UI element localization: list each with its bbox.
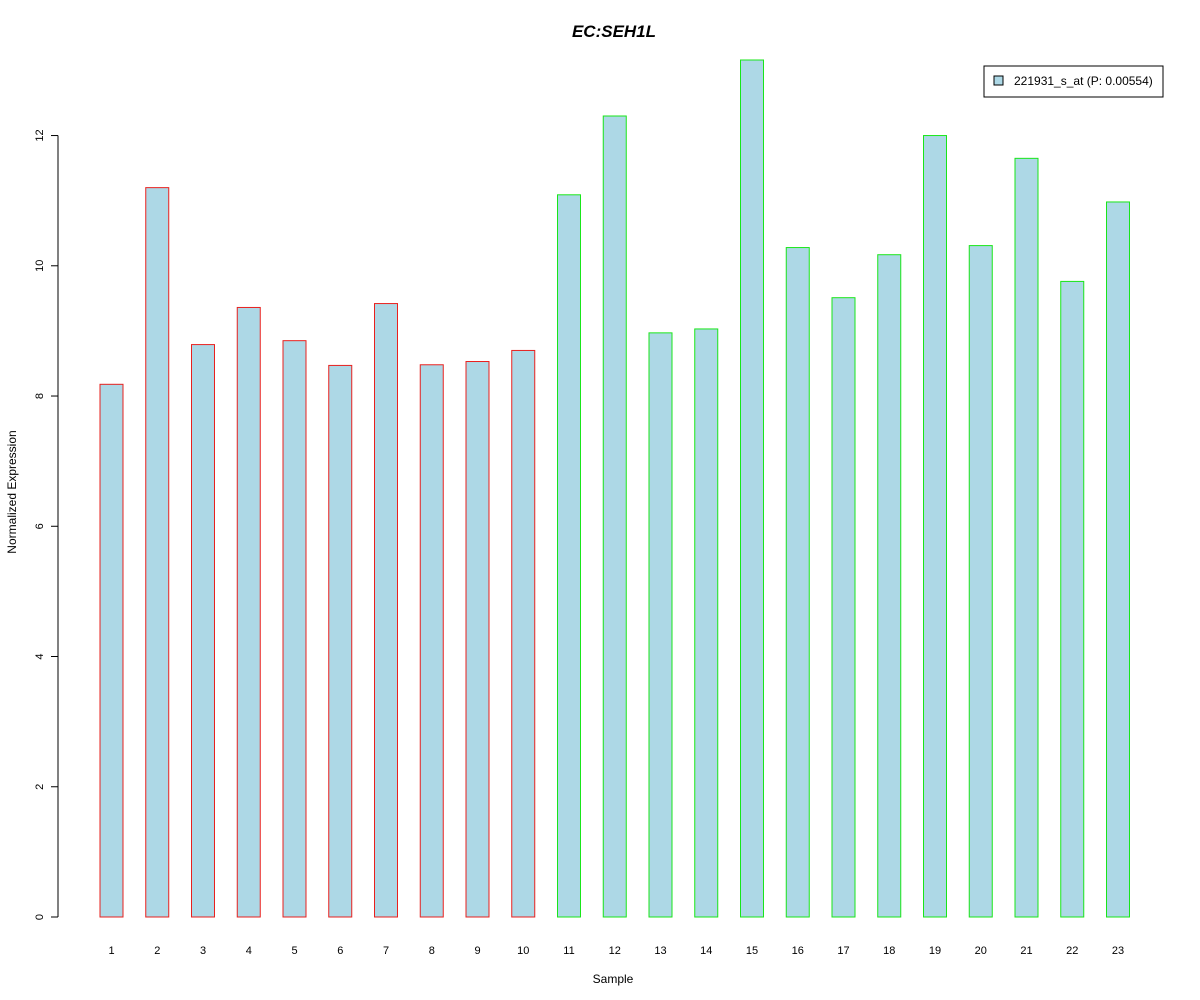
x-tick-label: 22 — [1066, 945, 1078, 957]
x-tick-label: 6 — [337, 945, 343, 957]
legend-label: 221931_s_at (P: 0.00554) — [1014, 74, 1153, 88]
x-tick-label: 18 — [883, 945, 895, 957]
x-tick-label: 19 — [929, 945, 941, 957]
x-tick-label: 11 — [563, 945, 574, 957]
bar-sample-5 — [282, 340, 307, 918]
x-tick-label: 7 — [383, 945, 389, 957]
bar-sample-1 — [99, 383, 124, 918]
x-tick-label: 9 — [474, 945, 480, 957]
bar-sample-12 — [602, 115, 627, 918]
x-tick-label: 12 — [609, 945, 621, 957]
bar-sample-9 — [465, 361, 490, 918]
x-tick-label: 21 — [1020, 945, 1032, 957]
y-tick-label: 4 — [34, 653, 46, 659]
x-tick-label: 20 — [975, 945, 987, 957]
x-tick-label: 16 — [792, 945, 804, 957]
y-tick-label: 0 — [34, 914, 46, 920]
bar-sample-23 — [1106, 201, 1130, 918]
x-tick-label: 1 — [108, 945, 114, 957]
y-tick-label: 2 — [34, 784, 46, 790]
y-tick-label: 10 — [34, 260, 46, 272]
chart-title: EC:SEH1L — [572, 22, 656, 41]
bar-sample-15 — [740, 59, 764, 918]
bar-sample-3 — [191, 344, 215, 918]
x-axis-label: Sample — [593, 972, 634, 986]
bar-sample-16 — [785, 247, 810, 918]
x-tick-label: 10 — [517, 945, 529, 957]
bar-sample-2 — [145, 187, 170, 918]
x-tick-label: 5 — [291, 945, 297, 957]
bar-sample-14 — [694, 328, 719, 918]
bar-sample-6 — [328, 364, 353, 918]
bar-sample-4 — [236, 306, 261, 918]
bar-sample-10 — [511, 349, 536, 918]
y-tick-label: 12 — [34, 129, 46, 141]
bar-sample-11 — [557, 194, 581, 918]
x-tick-label: 4 — [246, 945, 252, 957]
bar-sample-22 — [1060, 280, 1085, 918]
bar-sample-13 — [648, 332, 673, 918]
legend-box — [983, 65, 1164, 98]
y-axis: 0 2 4 6 8 10 12 — [34, 129, 59, 920]
legend-swatch — [993, 75, 1004, 86]
bar-sample-20 — [968, 245, 993, 918]
bar-sample-19 — [923, 135, 947, 918]
bar-sample-8 — [419, 364, 444, 918]
x-tick-label: 23 — [1112, 945, 1124, 957]
bar-sample-17 — [831, 297, 856, 918]
x-tick-label: 2 — [154, 945, 160, 957]
x-tick-label: 15 — [746, 945, 758, 957]
x-tick-labels: 1 2 3 4 5 6 7 8 9 10 11 12 13 14 15 16 17 18 19 20 21 22 23 — [108, 945, 1124, 957]
y-axis-label: Normalized Expression — [5, 430, 19, 553]
x-tick-label: 14 — [700, 945, 712, 957]
x-tick-label: 3 — [200, 945, 206, 957]
y-tick-label: 6 — [34, 523, 46, 529]
bar-sample-21 — [1014, 157, 1039, 918]
bar-sample-7 — [374, 303, 398, 918]
bar-sample-18 — [877, 254, 902, 918]
bars-group — [99, 59, 1130, 918]
y-tick-label: 8 — [34, 393, 46, 399]
x-tick-label: 8 — [429, 945, 435, 957]
legend: 221931_s_at (P: 0.00554) — [983, 65, 1164, 98]
x-tick-label: 17 — [837, 945, 849, 957]
x-tick-label: 13 — [654, 945, 666, 957]
